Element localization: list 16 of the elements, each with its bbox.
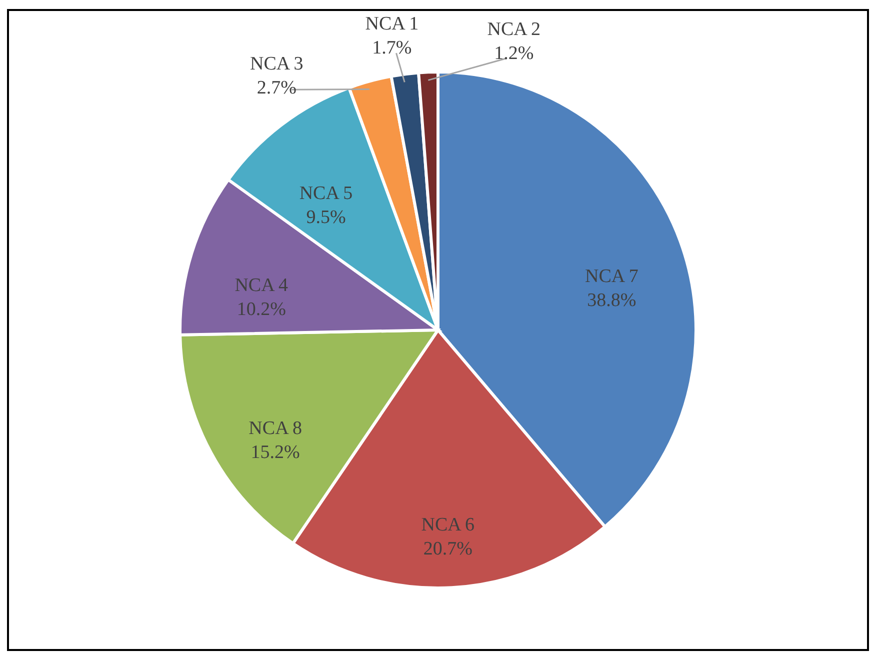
data-label: 15.2% xyxy=(250,442,300,464)
data-label: 10.2% xyxy=(236,299,286,320)
slice-label: NCA 8 xyxy=(248,418,302,440)
slice-label: NCA 4 xyxy=(234,275,289,296)
data-label: 20.7% xyxy=(423,538,473,560)
slice-label: NCA 6 xyxy=(421,514,475,536)
data-label: 38.8% xyxy=(587,290,636,312)
data-label: 1.2% xyxy=(494,43,534,64)
data-label: 9.5% xyxy=(306,206,346,228)
slice-label: NCA 3 xyxy=(250,54,304,75)
slice-label: NCA 7 xyxy=(585,266,638,288)
data-label: 2.7% xyxy=(256,78,297,99)
slice-label: NCA 2 xyxy=(487,19,541,40)
slice-label: NCA 1 xyxy=(365,13,419,34)
data-label: 1.7% xyxy=(372,37,412,58)
slice-label: NCA 5 xyxy=(299,182,353,204)
